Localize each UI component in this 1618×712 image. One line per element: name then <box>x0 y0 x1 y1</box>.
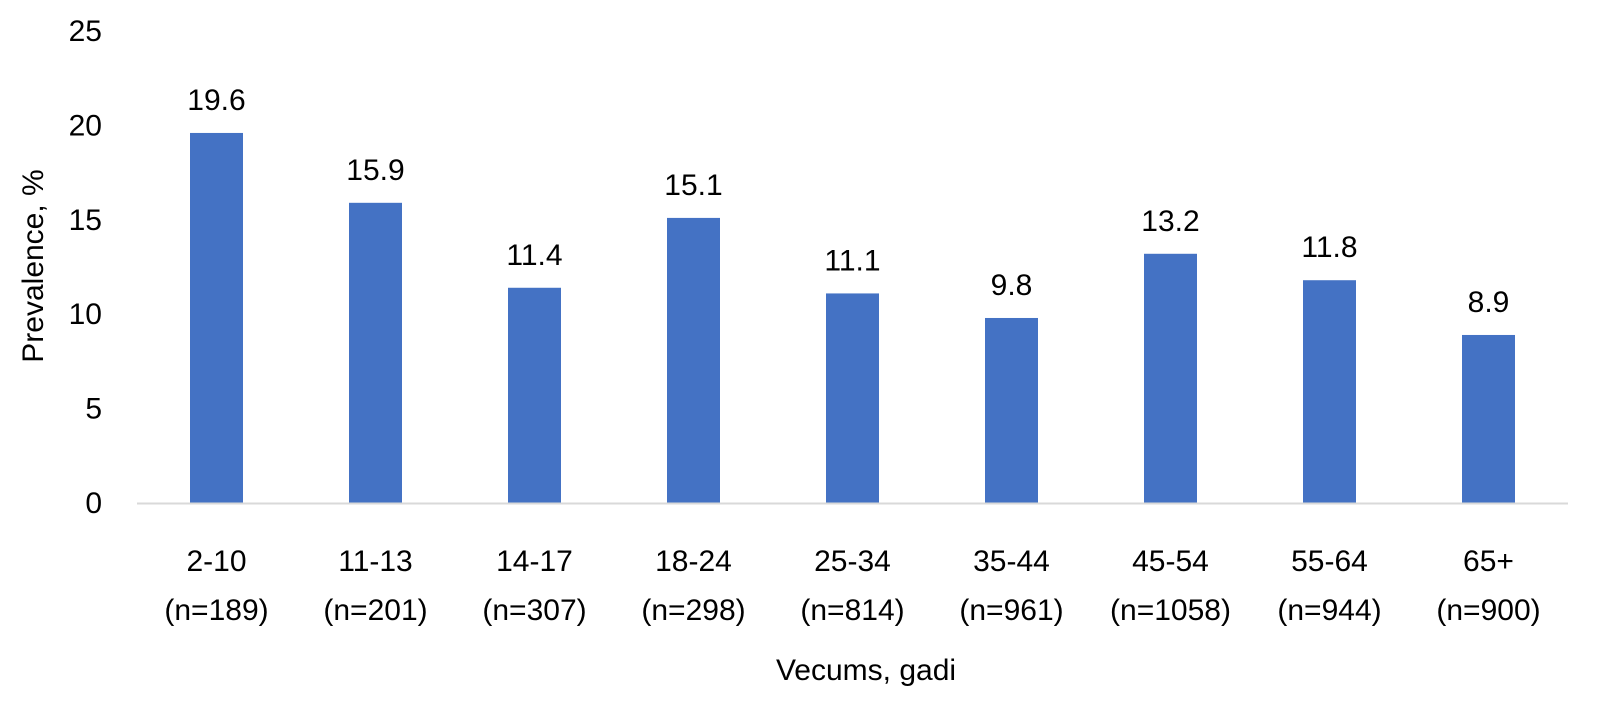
data-label: 11.1 <box>824 244 880 277</box>
bar <box>190 132 243 503</box>
x-tick-label-age: 55-64 <box>1291 545 1368 578</box>
bar <box>826 293 879 503</box>
x-tick-label-age: 35-44 <box>973 545 1050 578</box>
bar <box>985 317 1038 503</box>
data-label: 9.8 <box>991 269 1033 302</box>
bar <box>667 217 720 504</box>
x-tick-label-age: 11-13 <box>338 545 413 578</box>
x-tick-label-age: 18-24 <box>655 545 732 578</box>
y-tick-label: 0 <box>85 487 102 520</box>
y-tick-label: 15 <box>69 204 102 237</box>
x-tick-label-n: (n=814) <box>800 594 904 627</box>
data-label: 13.2 <box>1141 205 1199 238</box>
x-axis-title: Vecums, gadi <box>776 654 956 687</box>
x-tick-label-age: 45-54 <box>1132 545 1209 578</box>
y-tick-label: 5 <box>85 393 102 426</box>
x-tick-label-n: (n=961) <box>959 594 1063 627</box>
bar <box>1303 280 1356 503</box>
x-axis-ticks: 2-10 (n=189) 11-13 (n=201) 14-17 (n=307) 18-24… <box>164 545 1540 627</box>
bars <box>190 132 1515 504</box>
data-label: 19.6 <box>187 84 245 117</box>
bar <box>1144 253 1197 503</box>
x-tick-label-n: (n=944) <box>1277 594 1381 627</box>
bar <box>508 287 561 503</box>
x-tick-label-age: 14-17 <box>496 545 573 578</box>
x-tick-label-n: (n=307) <box>482 594 586 627</box>
bar <box>349 202 402 504</box>
x-tick-label-n: (n=189) <box>164 594 268 627</box>
x-tick-label-n: (n=201) <box>323 594 427 627</box>
y-tick-label: 10 <box>69 298 102 331</box>
bar <box>1462 334 1515 503</box>
data-labels: 19.6 15.9 11.4 15.1 11.1 9.8 13.2 11.8 8.9 <box>187 84 1509 319</box>
y-tick-label: 25 <box>69 15 102 48</box>
y-axis-ticks: 0 5 10 15 20 25 <box>69 15 102 520</box>
x-tick-label-n: (n=1058) <box>1110 594 1231 627</box>
x-tick-label-age: 25-34 <box>814 545 891 578</box>
y-axis-title: Prevalence, % <box>17 169 50 362</box>
data-label: 15.9 <box>346 154 404 187</box>
x-tick-label-n: (n=298) <box>641 594 745 627</box>
x-tick-label-n: (n=900) <box>1436 594 1540 627</box>
y-tick-label: 20 <box>69 109 102 142</box>
x-tick-label-age: 2-10 <box>186 545 246 578</box>
x-tick-label-age: 65+ <box>1463 545 1514 578</box>
data-label: 15.1 <box>664 169 722 202</box>
data-label: 8.9 <box>1468 286 1510 319</box>
data-label: 11.8 <box>1301 231 1357 264</box>
data-label: 11.4 <box>506 239 562 272</box>
